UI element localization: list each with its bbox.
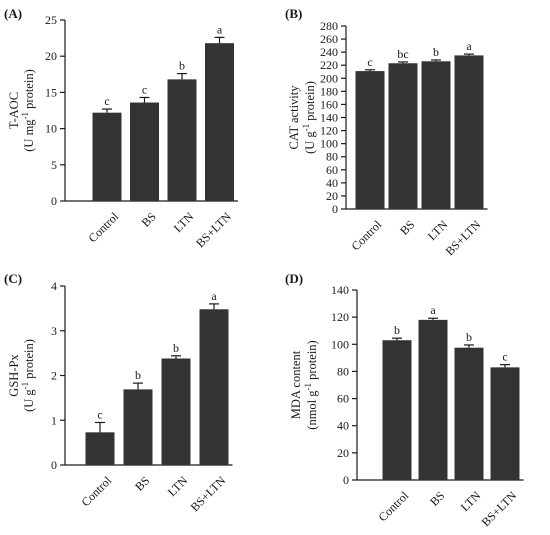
bar	[355, 71, 385, 209]
y-axis-title: GSH-Px	[7, 354, 21, 397]
bar	[454, 55, 484, 210]
y-tick-label: 200	[320, 71, 338, 85]
chart-panel-3: (C) 0 1 2 3 4 GSH-Px(U g-1 protein) c Control b BS…	[4, 271, 233, 514]
y-tick-label: 0	[343, 473, 349, 487]
bar	[92, 112, 122, 201]
significance-label: b	[173, 341, 179, 355]
y-tick-label: 120	[331, 310, 349, 324]
significance-label: b	[179, 59, 185, 73]
y-tick-label: 40	[337, 419, 349, 433]
category-label: LTN	[165, 473, 191, 499]
y-tick-label: 20	[326, 189, 338, 203]
category-label: Control	[376, 488, 412, 524]
category-label: BS+LTN	[188, 473, 229, 514]
bar	[382, 340, 412, 480]
bar	[418, 319, 448, 480]
significance-label: c	[142, 82, 147, 96]
chart-panel-4: (D) 0 20 40 60 80 100 120 140 MDA content (nmol g-…	[285, 271, 524, 529]
y-tick-label: 180	[320, 84, 338, 98]
category-label: BS	[132, 473, 152, 493]
significance-label: c	[502, 350, 507, 364]
panel-label: (D)	[285, 271, 303, 286]
y-axis-unit: (U g-1 protein)	[301, 81, 317, 154]
category-label: BS	[139, 209, 159, 229]
bar	[130, 102, 159, 201]
category-label: LTN	[425, 217, 451, 243]
panel-label: (B)	[285, 6, 302, 21]
y-tick-label: 20	[337, 446, 349, 460]
significance-label: a	[211, 289, 217, 303]
y-tick-label: 60	[326, 163, 338, 177]
significance-label: bc	[397, 47, 408, 61]
y-tick-label: 240	[320, 45, 338, 59]
y-tick-label: 0	[332, 202, 338, 216]
bar	[85, 432, 115, 465]
category-label: BS	[397, 217, 417, 237]
y-tick-label: 260	[320, 32, 338, 46]
y-tick-label: 60	[337, 392, 349, 406]
category-label: BS+LTN	[193, 209, 234, 250]
y-tick-label: 280	[320, 19, 338, 33]
significance-label: b	[466, 330, 472, 344]
y-tick-label: 120	[320, 124, 338, 138]
y-axis-unit: (U g-1 protein)	[20, 339, 36, 412]
bar	[388, 63, 418, 209]
bar	[123, 389, 153, 465]
bar	[205, 43, 234, 201]
y-tick-label: 100	[320, 137, 338, 151]
category-label: LTN	[171, 209, 197, 235]
category-label: Control	[349, 217, 385, 253]
significance-label: c	[97, 407, 102, 421]
y-tick-label: 40	[326, 176, 338, 190]
significance-label: b	[135, 368, 141, 382]
y-tick-label: 100	[331, 337, 349, 351]
y-tick-label: 25	[45, 13, 57, 27]
significance-label: c	[367, 55, 372, 69]
significance-label: c	[104, 94, 109, 108]
panel-label: (A)	[4, 6, 22, 21]
chart-panel-2: (B) 0204060801001201401601802002202402602…	[285, 6, 488, 258]
y-axis-title: T-AOC	[7, 92, 21, 129]
significance-label: a	[466, 39, 472, 53]
y-tick-label: 4	[51, 279, 57, 293]
y-tick-label: 80	[326, 150, 338, 164]
category-label: BS+LTN	[479, 488, 520, 529]
chart-panel-1: (A) 0 5 10 15 20 25 T-AOC(U mg-1 protein) c Contr…	[4, 6, 238, 250]
y-tick-label: 80	[337, 364, 349, 378]
y-tick-label: 2	[51, 369, 57, 383]
bar	[454, 347, 484, 480]
y-tick-label: 15	[45, 85, 57, 99]
category-label: LTN	[458, 488, 484, 514]
y-tick-label: 140	[320, 111, 338, 125]
category-label: BS	[427, 488, 447, 508]
category-label: Control	[79, 473, 115, 509]
y-axis-title: MDA content	[289, 350, 303, 419]
category-label: Control	[86, 209, 122, 245]
bar	[161, 358, 191, 465]
significance-label: a	[217, 22, 223, 36]
y-tick-label: 3	[51, 324, 57, 338]
y-tick-label: 220	[320, 58, 338, 72]
y-tick-label: 5	[51, 158, 57, 172]
bar	[421, 61, 451, 209]
significance-label: b	[433, 45, 439, 59]
significance-label: a	[430, 303, 436, 317]
y-tick-label: 0	[51, 194, 57, 208]
y-axis-unit: (nmol g-1 protein)	[303, 340, 319, 429]
bar	[167, 79, 197, 201]
y-tick-label: 10	[45, 122, 57, 136]
bar	[490, 367, 520, 480]
significance-label: b	[394, 323, 400, 337]
y-tick-label: 160	[320, 97, 338, 111]
bar	[199, 309, 229, 465]
y-axis-unit: (U mg-1 protein)	[20, 69, 36, 152]
y-tick-label: 1	[51, 413, 57, 427]
category-label: BS+LTN	[443, 217, 484, 258]
y-tick-label: 20	[45, 49, 57, 63]
panel-label: (C)	[4, 271, 22, 286]
y-tick-label: 0	[51, 458, 57, 472]
y-axis-title: CAT activity	[287, 85, 301, 150]
y-tick-label: 140	[331, 283, 349, 297]
